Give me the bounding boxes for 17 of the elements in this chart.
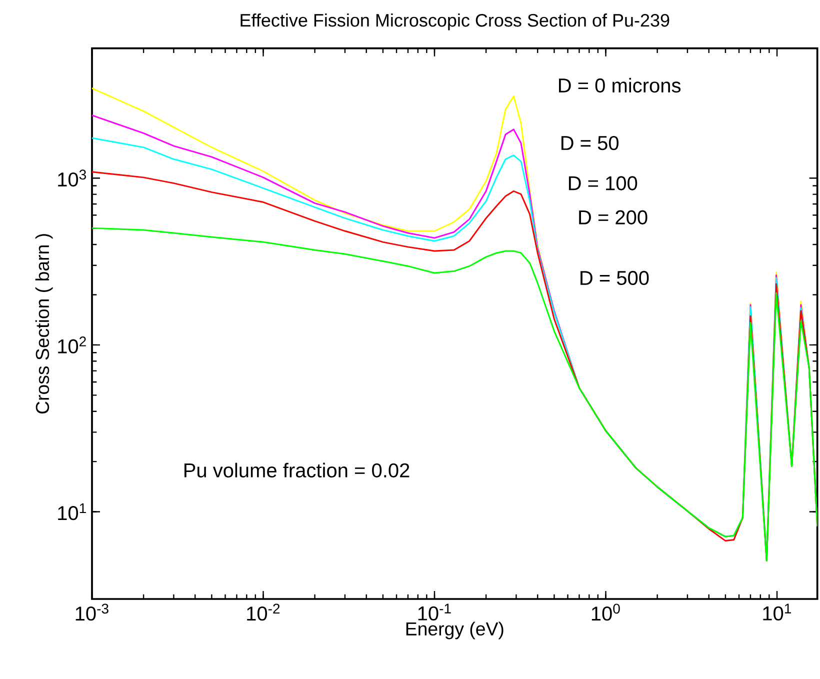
annotation: D = 200 [579, 210, 648, 224]
x-axis-title: Energy (eV) [406, 622, 504, 640]
annotation: D = 50 [561, 136, 619, 150]
x-tick-label: 10$^{-3}$ [76, 604, 108, 621]
y-axis-title: Cross Section ( barn ) [35, 234, 53, 414]
x-tick-label: 10$^{0}$ [592, 604, 620, 621]
y-tick-label: 10$^{3}$ [58, 170, 86, 187]
y-tick-label: 10$^{1}$ [58, 503, 86, 520]
x-tick-label: 10$^{1}$ [763, 604, 791, 620]
annotation: D = 100 [568, 176, 638, 190]
x-tick-label: 10$^{-2}$ [247, 604, 280, 621]
annotation: D = 0 microns [558, 78, 681, 93]
annotation: Pu volume fraction = 0.02 [184, 462, 410, 478]
x-tick-label: 10$^{-1}$ [418, 604, 451, 620]
y-tick-label: 10$^{2}$ [58, 336, 86, 354]
annotation: D = 500 [580, 270, 649, 286]
chart-title: Effective Fission Microscopic Cross Section of Pu-239 [240, 14, 670, 30]
